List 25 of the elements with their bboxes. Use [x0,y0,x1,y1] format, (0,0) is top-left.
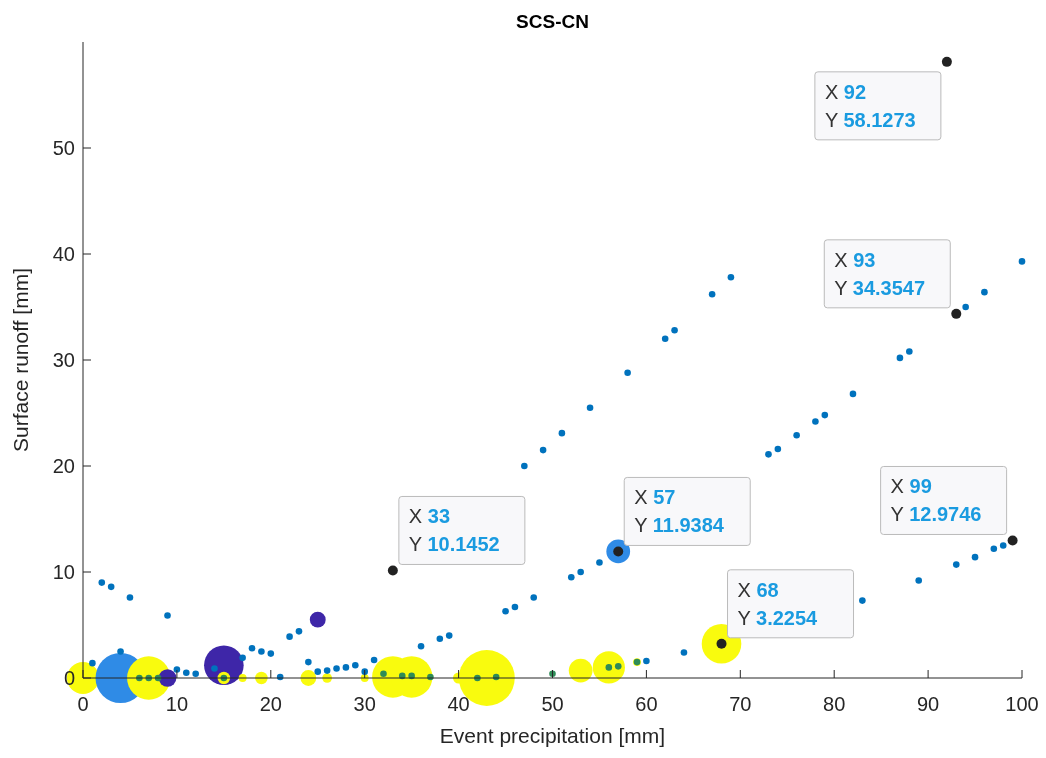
x-tick-label: 60 [635,693,658,715]
x-tick-label: 90 [916,693,940,715]
x-tick-label: 10 [165,693,189,715]
x-tick-label: 100 [1005,693,1039,715]
x-tick-label: 70 [729,693,752,715]
y-tick-label: 50 [52,137,75,159]
y-tick-label: 30 [52,349,75,371]
annotation: X 99 Y 12.9746 [890,475,982,526]
y-axis-title: Surface runoff [mm] [9,267,32,453]
annotation: X 68 Y 3.2254 [737,578,819,629]
x-tick-label: 30 [353,693,376,715]
y-tick-label: 20 [52,455,75,477]
chart-title: SCS-CN [516,11,589,32]
y-tick-label: 40 [52,243,75,265]
annotation: X 57 Y 11.9384 [634,486,725,537]
annotation: X 93 Y 34.3547 [834,248,926,299]
x-tick-label: 40 [447,693,470,715]
x-tick-label: 80 [823,693,846,715]
x-tick-label: 0 [77,693,89,715]
annotation: X 33 Y 10.1452 [408,505,500,556]
x-tick-label: 50 [541,693,564,715]
x-axis-title: Event precipitation [mm] [439,724,666,747]
x-tick-label: 20 [259,693,282,715]
y-tick-label: 10 [52,561,75,583]
annotation: X 92 Y 58.1273 [824,80,916,131]
